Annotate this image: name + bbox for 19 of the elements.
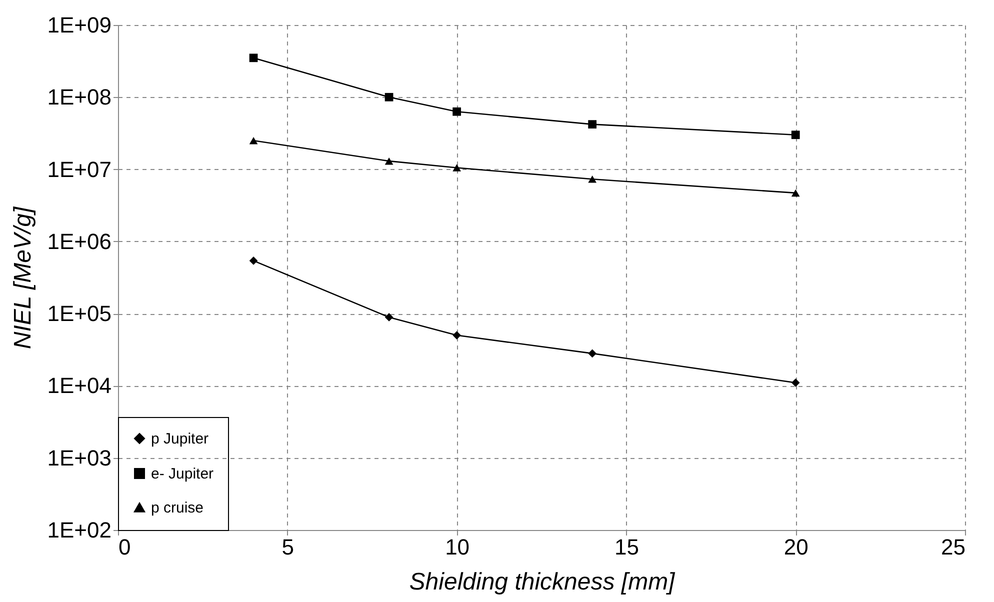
y-tick-label: 1E+02 (47, 518, 112, 542)
y-tick-label: 1E+04 (47, 373, 112, 398)
x-tick-label: 20 (784, 534, 808, 560)
x-tick-label: 5 (282, 534, 294, 560)
y-axis-title: NIEL [MeV/g] (9, 206, 36, 350)
legend-label: p cruise (151, 500, 204, 516)
x-tick-label: 15 (614, 534, 639, 560)
x-tick-label: 25 (941, 534, 966, 560)
x-tick-label: 0 (118, 534, 131, 560)
legend-label: p Jupiter (151, 430, 209, 448)
y-tick-label: 1E+08 (47, 84, 112, 110)
legend-label: e- Jupiter (151, 466, 214, 482)
y-tick-label: 1E+06 (47, 228, 112, 254)
y-tick-label: 1E+09 (47, 12, 112, 38)
x-tick-label: 10 (445, 534, 470, 560)
x-axis-title: Shielding thickness [mm] (409, 568, 676, 596)
y-tick-label: 1E+03 (47, 445, 112, 470)
y-tick-label: 1E+07 (47, 156, 112, 182)
y-tick-label: 1E+05 (47, 301, 112, 326)
